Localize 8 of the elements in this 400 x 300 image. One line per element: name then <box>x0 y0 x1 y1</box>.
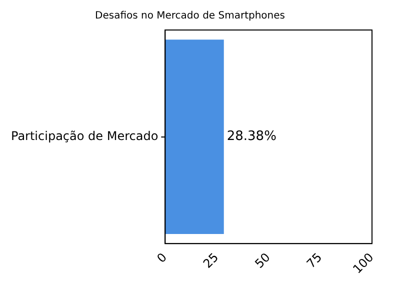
x-tick-label: 0 <box>154 250 170 266</box>
x-tick-label: 75 <box>304 250 325 271</box>
chart-title: Desafios no Mercado de Smartphones <box>94 10 286 22</box>
data-label: 28.38% <box>226 129 276 144</box>
x-tick-label: 25 <box>200 250 222 271</box>
x-tick-label: 100 <box>350 250 376 276</box>
y-tick-label: Participação de Mercado <box>10 128 158 143</box>
x-tick-label: 50 <box>252 250 273 271</box>
